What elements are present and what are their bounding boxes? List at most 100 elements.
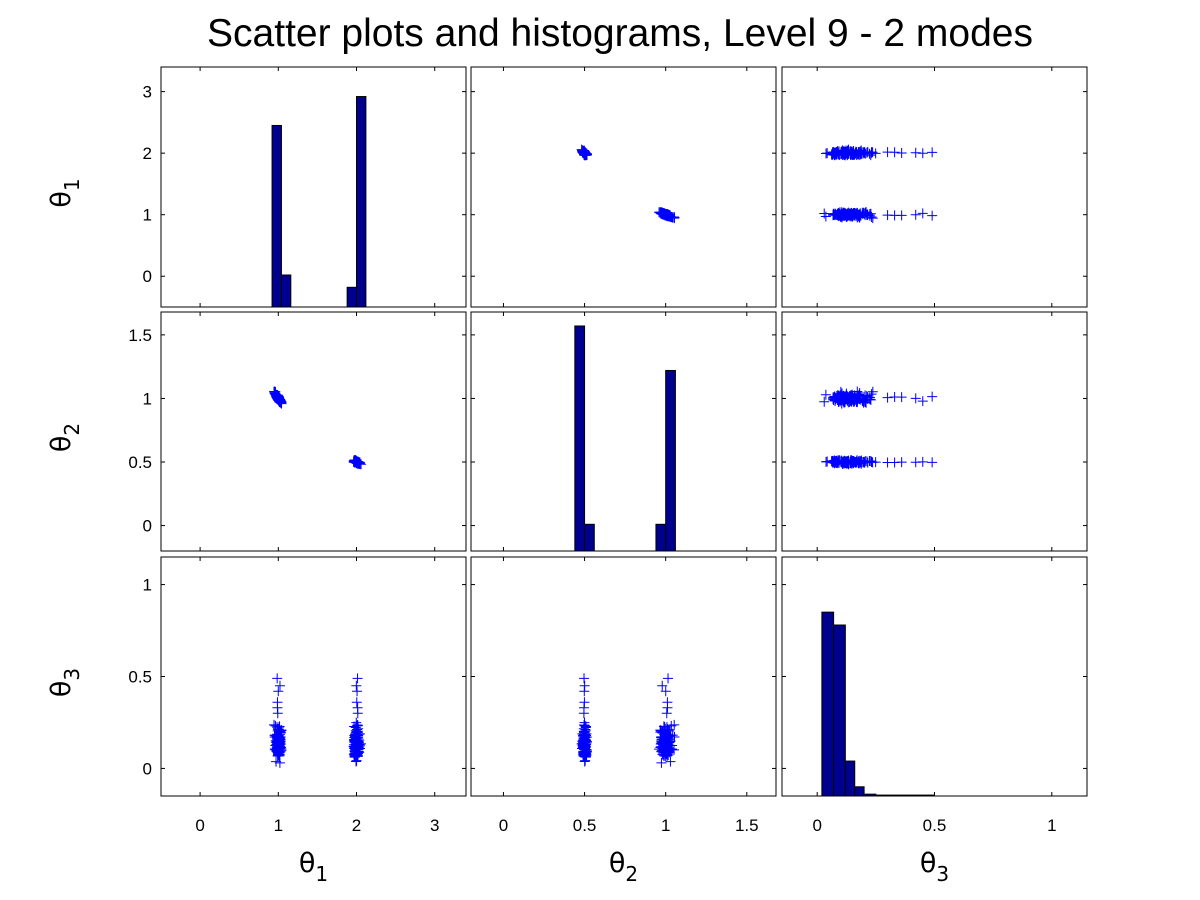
scatter-point bbox=[579, 741, 590, 752]
panel-frame bbox=[160, 311, 467, 552]
histogram-bar bbox=[844, 760, 856, 797]
y-tick-label: 1.5 bbox=[128, 326, 152, 345]
scatter-point bbox=[831, 457, 842, 468]
scatter-point bbox=[352, 732, 363, 743]
scatter-point bbox=[832, 146, 843, 157]
scatter-point bbox=[889, 147, 900, 158]
panel-frame bbox=[470, 66, 777, 308]
scatter-point bbox=[841, 145, 852, 156]
histogram-bar bbox=[821, 611, 835, 797]
x-tick-label: 1 bbox=[1047, 816, 1056, 835]
scatter-point bbox=[849, 395, 860, 406]
scatter-point bbox=[843, 144, 854, 155]
scatter-point bbox=[268, 719, 279, 730]
scatter-point bbox=[657, 734, 668, 745]
panel-frame bbox=[160, 66, 467, 308]
scatter-point bbox=[927, 457, 938, 468]
panel-r2-c3 bbox=[781, 311, 1088, 552]
y-tick-label: 0 bbox=[143, 517, 152, 536]
scatter-point bbox=[579, 147, 590, 158]
scatter-point bbox=[864, 394, 875, 405]
scatter-point bbox=[910, 147, 921, 158]
scatter-point bbox=[841, 393, 852, 404]
scatter-point bbox=[665, 730, 676, 741]
scatter-points bbox=[576, 144, 680, 224]
y-tick-label: 3 bbox=[143, 83, 152, 102]
histogram-bar bbox=[574, 325, 586, 552]
y-tick-label: 1 bbox=[143, 206, 152, 225]
scatter-point bbox=[867, 386, 878, 397]
scatter-point bbox=[917, 396, 928, 407]
x-axis-label-2: θ2 bbox=[609, 848, 638, 886]
scatter-point bbox=[275, 734, 286, 745]
x-tick-label: 0 bbox=[812, 816, 821, 835]
scatter-point bbox=[861, 147, 872, 158]
y-tick-label: 1 bbox=[143, 576, 152, 595]
scatter-point bbox=[274, 680, 285, 691]
scatter-point bbox=[927, 210, 938, 221]
scatter-point bbox=[274, 722, 285, 733]
chart-title: Scatter plots and histograms, Level 9 - … bbox=[207, 12, 1033, 55]
panel-r1-c1: 0 1 2 3 bbox=[143, 66, 467, 308]
x-tick-label: 0 bbox=[499, 816, 508, 835]
scatter-point bbox=[659, 722, 670, 733]
histogram-bar bbox=[833, 624, 846, 797]
scatter-point bbox=[579, 680, 590, 691]
scatter-point bbox=[352, 702, 363, 713]
histogram-bar bbox=[346, 286, 358, 308]
x-tick-label: 0.5 bbox=[923, 816, 947, 835]
histogram-bar bbox=[356, 96, 367, 308]
scatter-point bbox=[351, 697, 362, 708]
scatter-point bbox=[579, 756, 590, 767]
x-tick-label: 0 bbox=[195, 816, 204, 835]
scatter-points bbox=[819, 144, 938, 224]
histogram-bar bbox=[863, 793, 877, 797]
scatter-point bbox=[917, 208, 928, 219]
scatter-points bbox=[268, 673, 367, 768]
y-tick-label: 0 bbox=[143, 759, 152, 778]
scatter-point bbox=[661, 708, 672, 719]
scatter-point bbox=[865, 150, 876, 161]
scatter-point bbox=[579, 673, 590, 684]
scatter-point bbox=[896, 392, 907, 403]
histogram-bar bbox=[875, 794, 935, 797]
scatter-point bbox=[351, 680, 362, 691]
y-tick-label: 1 bbox=[143, 389, 152, 408]
scatter-point bbox=[910, 209, 921, 220]
scatter-point bbox=[839, 147, 850, 158]
scatter-point bbox=[273, 393, 284, 404]
histogram-bar bbox=[854, 786, 865, 797]
scatter-point bbox=[843, 459, 854, 470]
histogram-bar bbox=[584, 523, 595, 552]
scatter-point bbox=[275, 725, 286, 736]
histogram-bar bbox=[280, 274, 292, 308]
scatter-point bbox=[910, 393, 921, 404]
scatter-point bbox=[665, 756, 676, 767]
y-axis-label-1: θ1 bbox=[46, 178, 84, 207]
scatter-point bbox=[658, 744, 669, 755]
panel-r1-c2 bbox=[470, 66, 777, 308]
histogram-bar bbox=[665, 369, 676, 552]
panel-frame bbox=[781, 66, 1088, 308]
scatter-point bbox=[870, 457, 881, 468]
y-axis-label-2: θ2 bbox=[46, 423, 84, 452]
panel-r3-c2: 0 0.5 1 1.5 bbox=[470, 556, 777, 835]
scatter-point bbox=[272, 746, 283, 757]
scatter-point bbox=[656, 757, 667, 768]
scatter-point bbox=[819, 208, 830, 219]
scatter-point bbox=[351, 456, 362, 467]
scatter-point bbox=[896, 457, 907, 468]
scatter-point bbox=[579, 697, 590, 708]
scatter-point bbox=[351, 724, 362, 735]
x-axis-label-3: θ3 bbox=[920, 848, 949, 886]
panel-frame bbox=[470, 311, 777, 552]
scatter-point bbox=[352, 457, 363, 468]
x-tick-label: 1.5 bbox=[735, 816, 759, 835]
panel-frame bbox=[470, 556, 777, 797]
scatter-point bbox=[274, 396, 285, 407]
scatter-point bbox=[860, 208, 871, 219]
panel-frame bbox=[160, 556, 467, 797]
scatter-point bbox=[352, 741, 363, 752]
scatter-point bbox=[851, 147, 862, 158]
scatter-point bbox=[839, 457, 850, 468]
